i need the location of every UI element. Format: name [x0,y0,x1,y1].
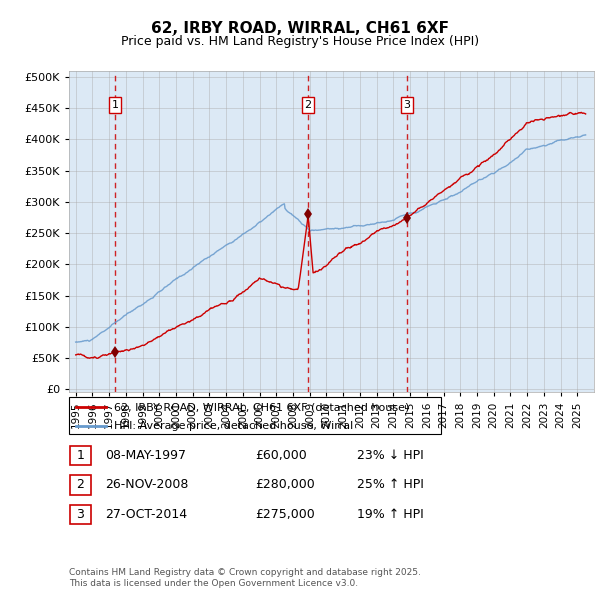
Text: HPI: Average price, detached house, Wirral: HPI: Average price, detached house, Wirr… [113,421,353,431]
Text: 3: 3 [76,508,85,521]
Text: 27-OCT-2014: 27-OCT-2014 [105,508,187,521]
Text: 1: 1 [76,449,85,462]
Text: 25% ↑ HPI: 25% ↑ HPI [357,478,424,491]
Text: Price paid vs. HM Land Registry's House Price Index (HPI): Price paid vs. HM Land Registry's House … [121,35,479,48]
Text: 62, IRBY ROAD, WIRRAL, CH61 6XF (detached house): 62, IRBY ROAD, WIRRAL, CH61 6XF (detache… [113,402,409,412]
Text: 2: 2 [76,478,85,491]
Text: 3: 3 [404,100,410,110]
Text: 2: 2 [305,100,311,110]
Text: 08-MAY-1997: 08-MAY-1997 [105,449,186,462]
Text: 23% ↓ HPI: 23% ↓ HPI [357,449,424,462]
Text: Contains HM Land Registry data © Crown copyright and database right 2025.
This d: Contains HM Land Registry data © Crown c… [69,568,421,588]
Text: 1: 1 [112,100,119,110]
Text: 62, IRBY ROAD, WIRRAL, CH61 6XF: 62, IRBY ROAD, WIRRAL, CH61 6XF [151,21,449,36]
Text: 19% ↑ HPI: 19% ↑ HPI [357,508,424,521]
Text: £60,000: £60,000 [255,449,307,462]
Text: £280,000: £280,000 [255,478,315,491]
Text: £275,000: £275,000 [255,508,315,521]
Text: 26-NOV-2008: 26-NOV-2008 [105,478,188,491]
